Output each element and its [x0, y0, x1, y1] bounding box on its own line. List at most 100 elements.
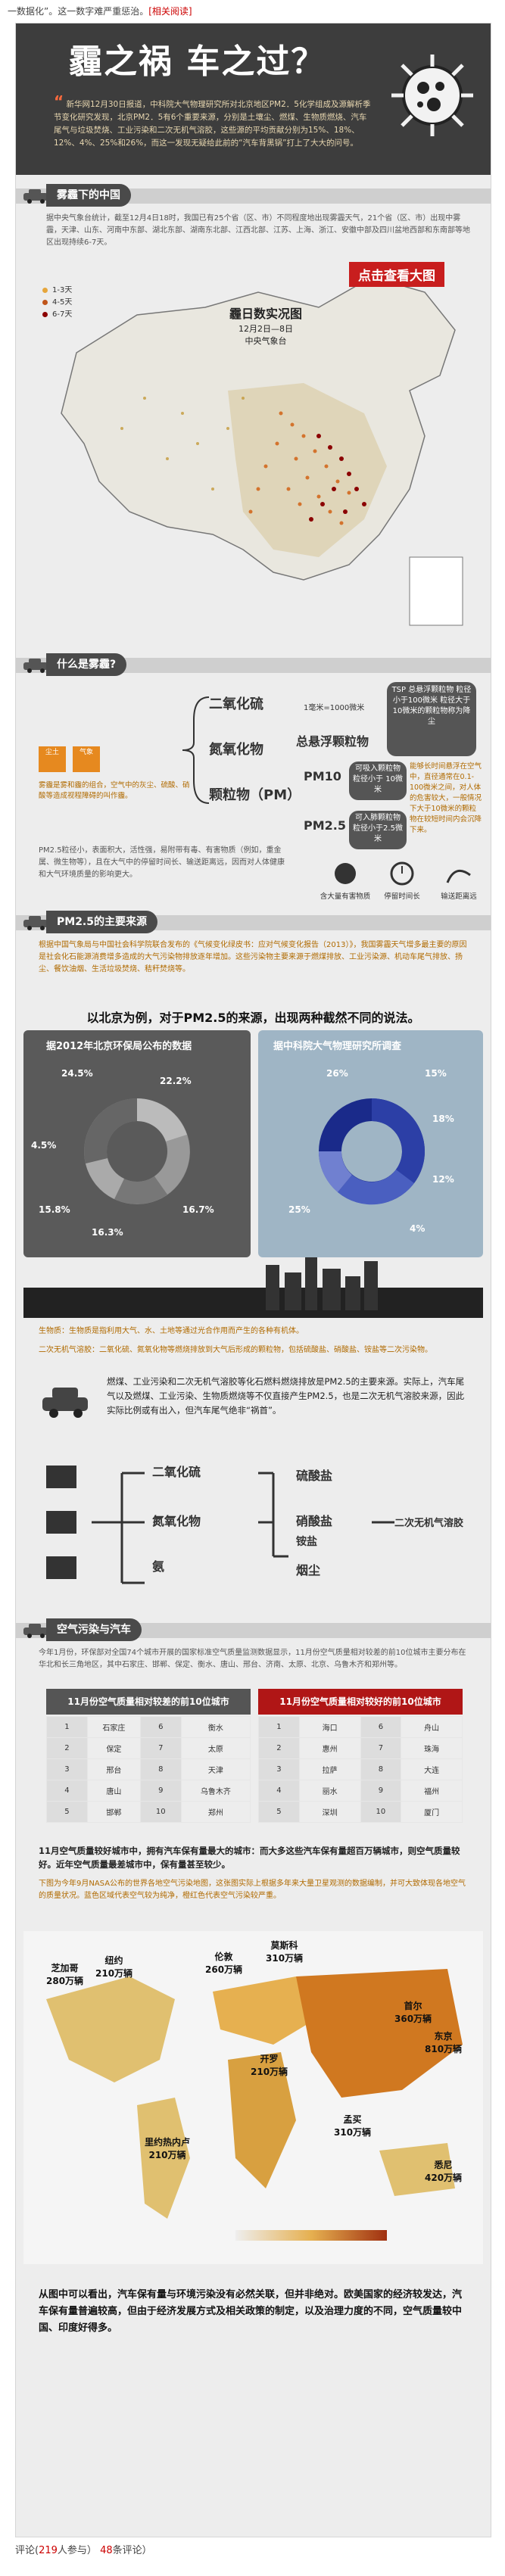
- pie-chart-right: [318, 1098, 425, 1205]
- city-mumbai: 孟买 310万辆: [334, 2114, 372, 2138]
- section-header-what-is-haze: 什么是雾霾?: [16, 652, 491, 677]
- pollutant-soot: 烟尘: [296, 1563, 321, 1578]
- car-icon: [23, 189, 48, 204]
- pollutant-nh3: 氨: [152, 1559, 165, 1574]
- section-header-china-haze: 雾霾下的中国: [16, 182, 491, 208]
- lead-text: 一数据化”。这一数字难严重惩治。: [8, 6, 149, 17]
- haze-description: 雾霾是雾和霾的组合，空气中的灰尘、硫酸、硝酸等造成视程障碍的叫作霾。: [39, 781, 190, 800]
- slice-label-coal: 18%: [432, 1114, 454, 1124]
- brace-graphic: [182, 696, 210, 804]
- product-sulfate: 硫酸盐: [296, 1469, 333, 1483]
- tsp-infobox: TSP 总悬浮颗粒物 粒径小于100微米 粒径大于10微米的颗粒物称为降尘: [387, 682, 476, 756]
- map-title: 霾日数实况图: [229, 307, 302, 321]
- legend-item-2: 4-5天: [42, 297, 72, 309]
- city-seoul: 首尔 360万辆: [394, 2001, 432, 2024]
- china-map-graphic: [61, 276, 463, 626]
- pm25-label: PM2.5: [304, 818, 346, 833]
- conclusion: 从图中可以看出，汽车保有量与环境污染没有必然关联，但并非绝对。欧美国家的经济较发…: [39, 2289, 463, 2334]
- slice-label-soil: 15%: [425, 1068, 447, 1079]
- city-cairo: 开罗 210万辆: [251, 2054, 288, 2077]
- top-bar: 一数据化”。这一数字难严重惩治。[相关阅读]: [0, 0, 505, 21]
- weather-icon: 气象: [73, 746, 100, 772]
- map-source: 中央气象台: [245, 336, 287, 346]
- map-legend: 1-3天 4-5天 6-7天: [42, 285, 72, 321]
- pm10-infobox: 可吸入颗粒物 粒径小于 10微米: [349, 762, 407, 800]
- tsp-description: 能够长时间悬浮在空气中，直径通常在0.1-100微米之间，对人体的危害较大，一般…: [410, 762, 482, 834]
- formation-diagram: [46, 1466, 394, 1584]
- beijing-banner: 以北京为例，对于PM2.5的来源，出现两种截然不同的说法。: [86, 1011, 420, 1025]
- sec4-paragraph: 今年1月份，环保部对全国74个城市开展的国家标准空气质量监测数据显示，11月份空…: [39, 1649, 466, 1669]
- effect-icons: [335, 861, 471, 886]
- city-london: 伦敦 260万辆: [205, 1951, 243, 1975]
- pie-panel-right: 据中科院大气物理研究所调查 26% 15% 18% 12% 25% 4%: [258, 1030, 483, 1257]
- pollutant-nox: 氮氧化物: [152, 1514, 201, 1528]
- sec3-paragraph: 根据中国气象局与中国社会科学院联合发布的《气候变化绿皮书：应对气候变化报告（20…: [39, 941, 467, 973]
- unit-note: 1毫米=1000微米: [304, 704, 365, 712]
- section-title: 什么是雾霾?: [46, 653, 127, 676]
- hero-intro: “ 新华网12月30日报道，中科院大气物理研究所对北京地区PM2．5化学组成及源…: [54, 92, 371, 148]
- pm25-description: PM2.5粒径小，表面积大，活性强，易附带有毒、有害物质（例如，重金属、微生物等…: [39, 846, 285, 879]
- sec1-paragraph: 据中央气象台统计，截至12月4日18时，我国已有25个省（区、市）不同程度地出现…: [46, 214, 470, 247]
- pm10-label: PM10: [304, 769, 341, 783]
- world-map-graphic: [23, 1931, 483, 2264]
- car-icon: [42, 1388, 88, 1418]
- section-title: PM2.5的主要来源: [46, 911, 157, 933]
- worst-cities-table: 1 石家庄 6 衡水 2 保定 7 太原 3 邢台 8 天津 4 唐山 9 乌鲁木齐 5 邯郸 10 郑州: [46, 1716, 251, 1823]
- map-date: 12月2日—8日: [238, 324, 293, 334]
- product-nitrate: 硝酸盐: [296, 1514, 333, 1528]
- nasa-note: 下图为今年9月NASA公布的世界各地空气污染地图，这张图实际上根据多年来大量卫星…: [39, 1880, 466, 1900]
- comments-link[interactable]: 48: [100, 2545, 113, 2556]
- best-cities-table: 1 海口 6 舟山 2 惠州 7 珠海 3 拉萨 8 大连 4 丽水 9 福州 5 深圳 10 厦门: [258, 1716, 463, 1823]
- biomass-note: 生物质：生物质是指利用大气、水、土地等通过光合作用而产生的各种有机体。: [39, 1327, 304, 1335]
- pm25-infobox: 可入肺颗粒物 粒径小于2.5微米: [349, 811, 407, 849]
- section-header-pm25-sources: PM2.5的主要来源: [16, 909, 491, 935]
- car-icon: [23, 659, 48, 673]
- slice-label-regional: 24.5%: [61, 1068, 93, 1079]
- effect-harmful: 含大量有害物质: [320, 892, 371, 901]
- pie-chart-left: [84, 1098, 190, 1204]
- pollutant-so2: 二氧化硫: [152, 1465, 201, 1479]
- slice-label-industry: 16.3%: [92, 1227, 123, 1238]
- sources-summary: 燃煤、工业污染和二次无机气溶胶等化石燃料燃烧排放是PM2.5的主要来源。实际上，…: [107, 1376, 465, 1416]
- slice-label-biomass: 12%: [432, 1174, 454, 1185]
- result-label: 二次无机气溶胶: [394, 1518, 464, 1529]
- wind-icon: [446, 869, 471, 883]
- factory-icon: [46, 1466, 76, 1488]
- panel-title: 据2012年北京环保局公布的数据: [46, 1041, 192, 1052]
- legend-item-1: 1-3天: [42, 285, 72, 297]
- hero-title: 霾之祸 车之过？: [69, 42, 326, 81]
- city-rio: 里约热内卢 210万辆: [145, 2137, 191, 2160]
- dust-icon: 尘土: [39, 746, 66, 772]
- effect-long-stay: 停留时间长: [384, 892, 420, 901]
- virus-icon: [391, 55, 473, 136]
- compound-so2: 二氧化硫: [209, 696, 263, 712]
- city-newyork: 纽约 210万辆: [95, 1955, 133, 1979]
- compound-nox: 氮氧化物: [209, 742, 263, 758]
- section-title: 空气污染与汽车: [46, 1618, 142, 1641]
- slice-label-vehicle: 22.2%: [160, 1076, 192, 1086]
- related-link[interactable]: [相关阅读]: [148, 6, 192, 17]
- participants-link[interactable]: 219: [39, 2545, 58, 2556]
- clock-icon: [390, 861, 414, 886]
- slice-label-cooking: 16.7%: [182, 1204, 214, 1215]
- compound-pm: 颗粒物（PM）: [209, 787, 301, 803]
- slice-label-coal: 4.5%: [31, 1140, 57, 1151]
- table-right-header: 11月份空气质量相对较好的前10位城市: [258, 1689, 463, 1715]
- footer: 评论(219人参与） 48条评论）: [15, 2545, 152, 2556]
- sec4-summary: 11月空气质量较好城市中，拥有汽车保有量最大的城市：而大多这些汽车保有量超百万辆…: [39, 1846, 460, 1870]
- fire-icon: [46, 1556, 76, 1579]
- city-moscow: 莫斯科 310万辆: [266, 1940, 304, 1964]
- product-ammonium: 铵盐: [296, 1536, 317, 1548]
- secondary-note: 二次无机气溶胶：二氧化硫、氮氧化物等燃烧排放到大气后形成的颗粒物，包括硫酸盐、硝…: [39, 1346, 432, 1354]
- slice-label-vehicle: 4%: [410, 1223, 426, 1234]
- car-icon: [23, 916, 48, 930]
- effect-far-transport: 输送距离远: [441, 892, 477, 901]
- slice-label-dust: 15.8%: [39, 1204, 70, 1215]
- infographic: 霾之祸 车之过？ “ 新华网12月30日报道，中科院大气物理研究所对北京地区PM…: [15, 23, 491, 2537]
- zoom-map-button[interactable]: 点击查看大图: [349, 262, 444, 287]
- tsp-label: 总悬浮颗粒物: [296, 734, 369, 749]
- city-chicago: 芝加哥 280万辆: [46, 1963, 84, 1986]
- panel-title: 据中科院大气物理研究所调查: [273, 1041, 402, 1052]
- world-map: 芝加哥 280万辆 纽约 210万辆 伦敦 260万辆 莫斯科 310万辆 首尔 360万…: [23, 1931, 483, 2264]
- skull-icon: [335, 863, 356, 884]
